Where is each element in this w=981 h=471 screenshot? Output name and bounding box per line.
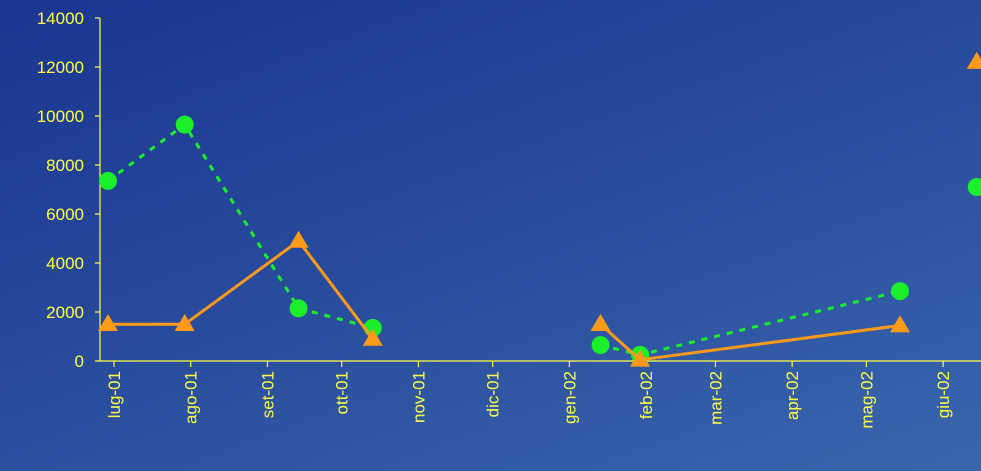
series-green xyxy=(99,115,981,364)
series-layer xyxy=(98,51,981,367)
y-tick-label: 0 xyxy=(75,352,84,371)
x-tick-label: apr-02 xyxy=(783,371,802,420)
x-tick-label: lug-01 xyxy=(105,371,124,418)
x-tick-label: dic-01 xyxy=(484,371,503,417)
series-orange xyxy=(98,51,981,367)
x-tick-label: mar-02 xyxy=(706,371,725,425)
x-tick-label: mag-02 xyxy=(857,371,876,429)
data-point-circle xyxy=(891,282,909,301)
y-tick-label: 14000 xyxy=(37,9,84,28)
y-tick-label: 2000 xyxy=(46,303,84,322)
x-tick-label: feb-02 xyxy=(637,371,656,419)
y-tick-label: 10000 xyxy=(37,107,84,126)
data-point-triangle xyxy=(590,314,611,332)
x-tick-label: ago-01 xyxy=(182,371,201,424)
axes: 0 2000 4000 6000 8000 10000 12000 14000 lug-01 ag… xyxy=(37,9,981,429)
data-point-triangle xyxy=(630,349,651,367)
data-point-circle xyxy=(99,171,117,190)
data-point-triangle xyxy=(98,314,118,332)
x-tick-label: set-01 xyxy=(258,371,277,418)
y-tick-label: 12000 xyxy=(37,58,84,77)
data-point-circle xyxy=(591,336,610,355)
series-line xyxy=(107,123,374,330)
data-point-triangle xyxy=(174,314,195,332)
data-point-circle xyxy=(289,299,308,318)
data-point-triangle xyxy=(966,51,981,69)
x-tick-label: gen-02 xyxy=(560,371,579,424)
data-point-triangle xyxy=(288,230,309,248)
y-tick-label: 4000 xyxy=(46,254,84,273)
x-tick-label: nov-01 xyxy=(409,371,428,423)
data-point-triangle xyxy=(890,315,910,333)
series-line xyxy=(108,239,374,340)
data-point-triangle xyxy=(362,328,383,346)
x-tick-label: giu-02 xyxy=(934,371,953,418)
x-tick-label: ott-01 xyxy=(333,371,352,414)
data-point-circle xyxy=(175,115,194,134)
y-tick-label: 8000 xyxy=(46,156,84,175)
data-point-circle xyxy=(967,178,981,197)
y-tick-label: 6000 xyxy=(46,205,84,224)
